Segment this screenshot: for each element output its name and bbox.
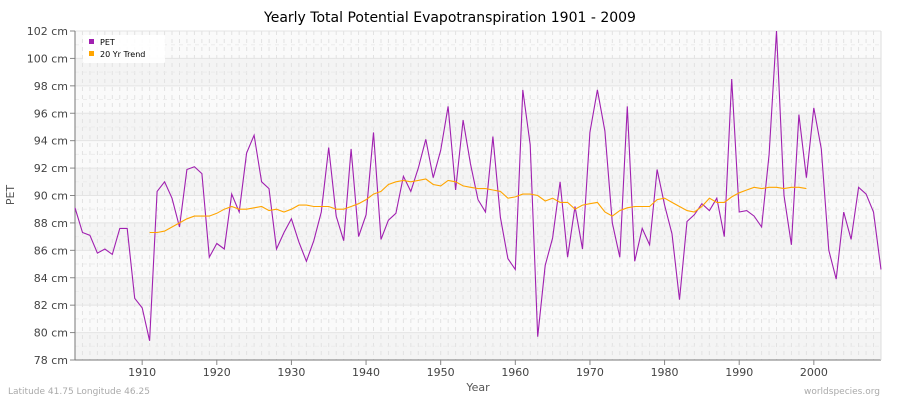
y-tick-label: 92 cm [34, 162, 68, 175]
chart-title: Yearly Total Potential Evapotranspiratio… [263, 10, 636, 26]
legend-label-pet: PET [100, 38, 115, 47]
x-tick-label: 1950 [427, 366, 455, 379]
legend-swatch-trend [89, 51, 94, 56]
x-tick-label: 1980 [651, 366, 679, 379]
x-tick-label: 1940 [352, 366, 380, 379]
legend: PET 20 Yr Trend [83, 35, 165, 63]
y-axis-label: PET [4, 185, 17, 206]
y-tick-label: 82 cm [34, 299, 68, 312]
y-tick-label: 80 cm [34, 327, 68, 340]
y-tick-label: 94 cm [34, 135, 68, 148]
y-tick-label: 100 cm [27, 52, 68, 65]
y-tick-label: 88 cm [34, 217, 68, 230]
x-axis-label: Year [465, 381, 490, 394]
x-tick-label: 2000 [800, 366, 828, 379]
footer-source[interactable]: worldspecies.org [804, 387, 880, 397]
y-tick-label: 86 cm [34, 244, 68, 257]
trend-series-line [149, 178, 807, 234]
footer-location: Latitude 41.75 Longitude 46.25 [8, 387, 150, 397]
legend-label-trend: 20 Yr Trend [100, 50, 145, 59]
x-tick-label: 1970 [576, 366, 604, 379]
pet-series-line [74, 30, 882, 341]
y-tick-label: 96 cm [34, 107, 68, 120]
y-tick-label: 90 cm [34, 190, 68, 203]
x-tick-label: 1990 [725, 366, 753, 379]
x-tick-label: 1960 [501, 366, 529, 379]
y-tick-label: 84 cm [34, 272, 68, 285]
legend-swatch-pet [89, 39, 94, 44]
x-tick-label: 1920 [203, 366, 231, 379]
y-tick-label: 98 cm [34, 80, 68, 93]
x-tick-label: 1910 [128, 366, 156, 379]
y-tick-label: 102 cm [27, 25, 68, 38]
y-tick-label: 78 cm [34, 354, 68, 367]
x-tick-label: 1930 [277, 366, 305, 379]
